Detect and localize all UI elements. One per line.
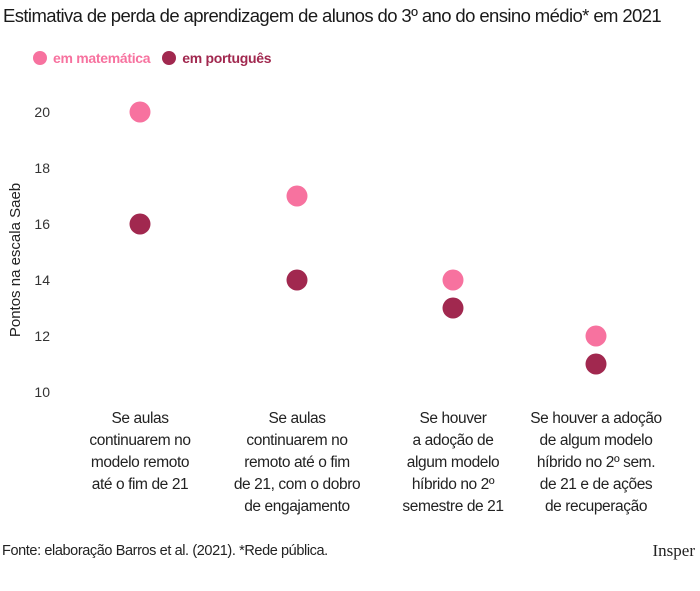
x-tick-label: Se aulas continuarem no remoto até o fim de… [222,408,372,518]
data-point [442,297,464,319]
legend: em matemática em português [33,50,283,66]
x-tick-label: Se houver a adoção de algum modelo híbrido… [521,408,671,518]
legend-label: em matemática [53,50,151,66]
x-tick-label-line: continuarem no [89,432,191,449]
chart-title: Estimativa de perda de aprendizagem de a… [3,5,662,26]
data-point [442,269,464,291]
x-tick-label-line: remoto até o fim [244,454,350,471]
source-note: Fonte: elaboração Barros et al. (2021). … [2,543,328,559]
data-point [585,325,607,347]
x-tick-label-line: a adoção de [412,432,494,449]
y-tick-label: 16 [34,216,50,232]
legend-item-matematica: em matemática [33,50,151,66]
legend-label: em português [182,50,272,66]
x-tick-label-line: até o fim de 21 [91,476,189,493]
data-point [129,213,151,235]
x-tick-label-line: híbrido no 2º [411,476,495,493]
legend-marker [33,51,47,65]
y-tick-label: 20 [34,104,50,120]
x-tick-label-line: continuarem no [246,432,348,449]
insper-logo: Insper [652,541,695,560]
data-point [286,269,308,291]
x-tick-label-line: híbrido no 2º sem. [536,454,656,471]
x-tick-label-line: semestre de 21 [402,498,504,515]
data-point [286,185,308,207]
x-tick-label-line: de 21 e de ações [539,476,653,493]
x-tick-label-line: algum modelo [406,454,500,471]
x-tick-label-line: modelo remoto [90,454,190,471]
x-tick-label-line: Se aulas [111,410,169,427]
y-axis-label: Pontos na escala Saeb [7,183,24,337]
x-tick-label-line: Se houver [419,410,487,427]
x-tick-label-line: de engajamento [244,498,350,515]
legend-marker [162,51,177,65]
y-tick-label: 18 [34,160,50,176]
x-tick-label-line: de recuperação [544,498,648,515]
x-tick-label-line: Se houver a adoção [530,410,662,427]
y-tick-label: 12 [34,328,50,344]
x-tick-label-line: de 21, com o dobro [233,476,361,493]
x-tick-label-line: de algum modelo [539,432,653,449]
x-tick-label: Se aulas continuarem no modelo remoto até o… [65,408,215,496]
x-tick-label-line: Se aulas [268,410,326,427]
data-point [129,101,151,123]
y-tick-label: 10 [34,384,50,400]
legend-item-portugues: em português [162,50,272,66]
y-tick-label: 14 [34,272,50,288]
data-point [585,353,607,375]
x-tick-label: Se houver a adoção de algum modelo híbrido … [378,408,528,518]
